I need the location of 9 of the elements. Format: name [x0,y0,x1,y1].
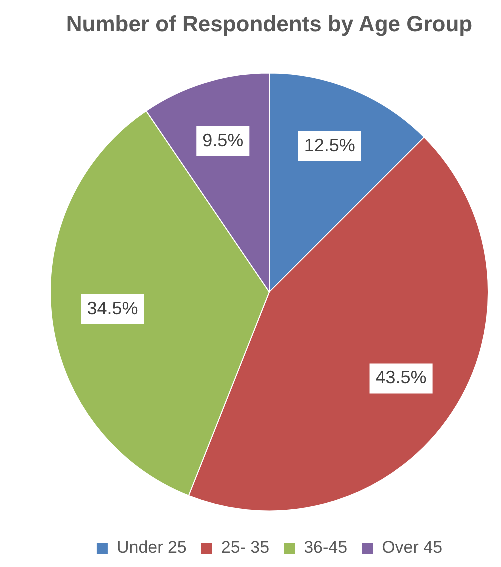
chart-title: Number of Respondents by Age Group [66,11,473,36]
data-label: 43.5% [376,368,427,388]
legend-label: Under 25 [116,538,187,558]
legend-label: 25- 35 [221,538,270,558]
data-label: 34.5% [87,298,138,318]
data-label: 12.5% [304,135,356,156]
legend-label: Over 45 [382,538,443,558]
legend-label: 36-45 [304,538,348,558]
data-label: 9.5% [202,130,244,150]
